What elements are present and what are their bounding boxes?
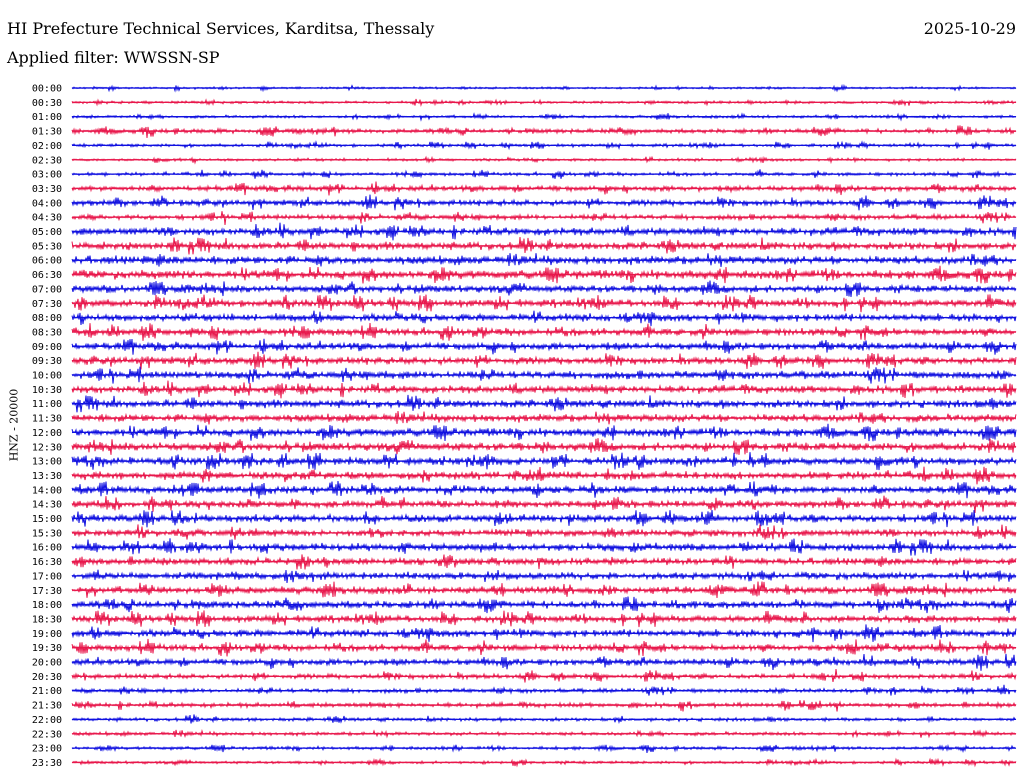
row-time-label: 12:00 bbox=[32, 428, 62, 439]
row-time-label: 03:00 bbox=[32, 170, 62, 181]
trace-line-1600 bbox=[71, 538, 1017, 556]
row-time-label: 21:30 bbox=[32, 701, 62, 712]
row-time-label: 08:00 bbox=[32, 313, 62, 324]
trace-line-1800 bbox=[71, 596, 1017, 614]
filter-label: Applied filter: WWSSN-SP bbox=[7, 48, 220, 67]
row-time-label: 22:30 bbox=[32, 729, 62, 740]
row-time-label: 23:00 bbox=[32, 744, 62, 755]
trace-line-0800 bbox=[71, 310, 1017, 327]
trace-line-2300 bbox=[71, 743, 1017, 753]
trace-line-1130 bbox=[71, 410, 1017, 425]
row-time-label: 13:00 bbox=[32, 457, 62, 468]
row-time-label: 15:30 bbox=[32, 528, 62, 539]
row-time-label: 20:00 bbox=[32, 658, 62, 669]
row-time-label: 10:30 bbox=[32, 385, 62, 396]
row-time-label: 04:00 bbox=[32, 198, 62, 209]
row-time-label: 04:30 bbox=[32, 213, 62, 224]
row-time-label: 02:00 bbox=[32, 141, 62, 152]
row-time-label: 03:30 bbox=[32, 184, 62, 195]
row-time-label: 18:00 bbox=[32, 600, 62, 611]
row-time-label: 00:30 bbox=[32, 98, 62, 109]
row-time-label: 19:00 bbox=[32, 629, 62, 640]
row-time-label: 19:30 bbox=[32, 643, 62, 654]
row-time-label: 01:00 bbox=[32, 112, 62, 123]
row-time-label: 06:30 bbox=[32, 270, 62, 281]
trace-line-2130 bbox=[71, 699, 1017, 712]
row-time-label: 17:30 bbox=[32, 586, 62, 597]
trace-line-0430 bbox=[71, 211, 1017, 226]
row-time-label: 07:30 bbox=[32, 299, 62, 310]
row-time-label: 01:30 bbox=[32, 127, 62, 138]
row-time-label: 11:00 bbox=[32, 399, 62, 410]
trace-line-1930 bbox=[71, 638, 1017, 657]
row-time-label: 12:30 bbox=[32, 442, 62, 453]
row-time-label: 05:30 bbox=[32, 241, 62, 252]
row-time-label: 17:00 bbox=[32, 571, 62, 582]
row-time-label: 23:30 bbox=[32, 758, 62, 769]
row-time-label: 00:00 bbox=[32, 84, 62, 95]
row-time-label: 09:30 bbox=[32, 356, 62, 367]
row-time-label: 16:30 bbox=[32, 557, 62, 568]
row-time-label: 08:30 bbox=[32, 327, 62, 338]
row-time-label: 16:00 bbox=[32, 543, 62, 554]
row-time-label: 14:00 bbox=[32, 485, 62, 496]
row-time-label: 11:30 bbox=[32, 414, 62, 425]
row-time-label: 06:00 bbox=[32, 256, 62, 267]
row-time-label: 02:30 bbox=[32, 155, 62, 166]
row-time-label: 14:30 bbox=[32, 500, 62, 511]
row-time-label: 05:00 bbox=[32, 227, 62, 238]
row-time-label: 09:00 bbox=[32, 342, 62, 353]
row-time-label: 18:30 bbox=[32, 614, 62, 625]
row-time-label: 10:00 bbox=[32, 371, 62, 382]
plot-date: 2025-10-29 bbox=[923, 19, 1016, 38]
row-time-label: 07:00 bbox=[32, 284, 62, 295]
station-title: HI Prefecture Technical Services, Kardit… bbox=[7, 19, 435, 38]
row-time-label: 13:30 bbox=[32, 471, 62, 482]
row-time-label: 15:00 bbox=[32, 514, 62, 525]
row-time-label: 20:30 bbox=[32, 672, 62, 683]
row-time-label: 22:00 bbox=[32, 715, 62, 726]
trace-line-0530 bbox=[71, 237, 1017, 255]
trace-line-1530 bbox=[71, 524, 1017, 540]
row-time-label: 21:00 bbox=[32, 686, 62, 697]
